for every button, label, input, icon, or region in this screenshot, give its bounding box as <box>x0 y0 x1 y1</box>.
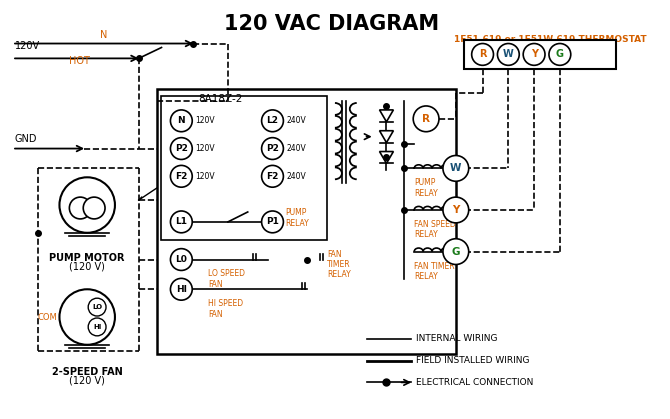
Text: 2-SPEED FAN: 2-SPEED FAN <box>52 367 123 377</box>
Text: HI: HI <box>93 324 101 330</box>
Text: FAN TIMER
RELAY: FAN TIMER RELAY <box>414 261 455 281</box>
Circle shape <box>88 318 106 336</box>
Text: G: G <box>452 247 460 256</box>
Circle shape <box>170 248 192 270</box>
Text: GND: GND <box>15 134 38 144</box>
Circle shape <box>170 278 192 300</box>
Circle shape <box>549 44 571 65</box>
Circle shape <box>83 197 105 219</box>
Circle shape <box>70 197 91 219</box>
Text: COM: COM <box>38 313 58 321</box>
Circle shape <box>88 298 106 316</box>
Circle shape <box>261 138 283 160</box>
Text: W: W <box>450 163 462 173</box>
Circle shape <box>443 155 469 181</box>
Text: F2: F2 <box>266 172 279 181</box>
Circle shape <box>472 44 494 65</box>
Text: 240V: 240V <box>286 116 306 125</box>
Text: (120 V): (120 V) <box>69 261 105 272</box>
Text: L2: L2 <box>267 116 279 125</box>
Circle shape <box>261 211 283 233</box>
Circle shape <box>261 110 283 132</box>
Text: PUMP MOTOR: PUMP MOTOR <box>50 253 125 263</box>
Circle shape <box>170 138 192 160</box>
Polygon shape <box>379 131 393 142</box>
Text: 120V: 120V <box>195 172 215 181</box>
Circle shape <box>170 110 192 132</box>
Circle shape <box>60 177 115 233</box>
Text: INTERNAL WIRING: INTERNAL WIRING <box>416 334 498 343</box>
Text: Y: Y <box>452 205 460 215</box>
Text: LO: LO <box>92 304 102 310</box>
Bar <box>157 89 456 354</box>
Polygon shape <box>379 110 393 122</box>
Text: R: R <box>422 114 430 124</box>
Text: PUMP
RELAY: PUMP RELAY <box>414 178 438 198</box>
Text: 8A18Z-2: 8A18Z-2 <box>198 94 243 104</box>
Circle shape <box>413 106 439 132</box>
Bar <box>161 96 327 240</box>
Circle shape <box>170 211 192 233</box>
Text: N: N <box>100 30 108 39</box>
Text: P1: P1 <box>266 217 279 226</box>
Text: P2: P2 <box>175 144 188 153</box>
Text: F2: F2 <box>175 172 188 181</box>
Text: HOT: HOT <box>69 56 90 66</box>
Circle shape <box>523 44 545 65</box>
Text: HI: HI <box>176 285 187 294</box>
Circle shape <box>443 239 469 264</box>
Text: 1F51-619 or 1F51W-619 THERMOSTAT: 1F51-619 or 1F51W-619 THERMOSTAT <box>454 35 647 44</box>
Text: PUMP
RELAY: PUMP RELAY <box>285 208 309 228</box>
Polygon shape <box>379 152 393 163</box>
Text: FAN
TIMER
RELAY: FAN TIMER RELAY <box>327 250 351 279</box>
Text: N: N <box>178 116 185 125</box>
Text: HI SPEED
FAN: HI SPEED FAN <box>208 299 243 318</box>
Text: P2: P2 <box>266 144 279 153</box>
Circle shape <box>60 289 115 345</box>
Text: L0: L0 <box>176 255 188 264</box>
Circle shape <box>443 197 469 223</box>
Circle shape <box>261 166 283 187</box>
Text: L1: L1 <box>176 217 188 226</box>
Text: ELECTRICAL CONNECTION: ELECTRICAL CONNECTION <box>416 378 533 387</box>
Text: FIELD INSTALLED WIRING: FIELD INSTALLED WIRING <box>416 356 530 365</box>
Circle shape <box>497 44 519 65</box>
Text: FAN SPEED
RELAY: FAN SPEED RELAY <box>414 220 456 239</box>
Text: (120 V): (120 V) <box>69 375 105 385</box>
Text: 120 VAC DIAGRAM: 120 VAC DIAGRAM <box>224 14 440 34</box>
Text: 120V: 120V <box>15 41 40 52</box>
Circle shape <box>170 166 192 187</box>
Text: G: G <box>556 49 564 59</box>
Text: 120V: 120V <box>195 144 215 153</box>
Text: 120V: 120V <box>195 116 215 125</box>
Text: Y: Y <box>531 49 537 59</box>
Text: 240V: 240V <box>286 144 306 153</box>
Text: LO SPEED
FAN: LO SPEED FAN <box>208 269 245 289</box>
Text: R: R <box>479 49 486 59</box>
Bar <box>464 39 616 69</box>
Text: 240V: 240V <box>286 172 306 181</box>
Text: W: W <box>503 49 514 59</box>
